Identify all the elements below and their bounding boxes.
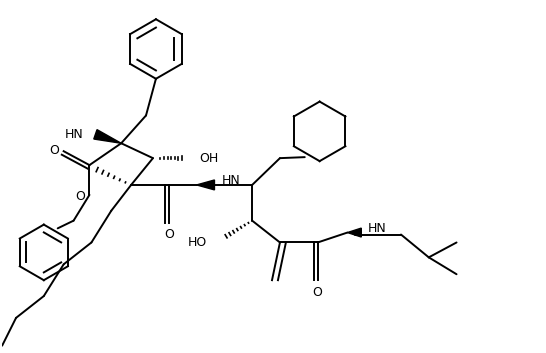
Polygon shape [94,130,121,143]
Text: HN: HN [65,128,84,141]
Polygon shape [347,228,361,237]
Text: HN: HN [368,222,387,235]
Polygon shape [197,180,215,190]
Text: O: O [313,286,323,299]
Text: HO: HO [187,236,206,249]
Text: O: O [49,144,58,157]
Text: HN: HN [222,174,240,187]
Text: O: O [164,228,174,241]
Text: O: O [75,190,86,203]
Text: OH: OH [200,152,219,164]
